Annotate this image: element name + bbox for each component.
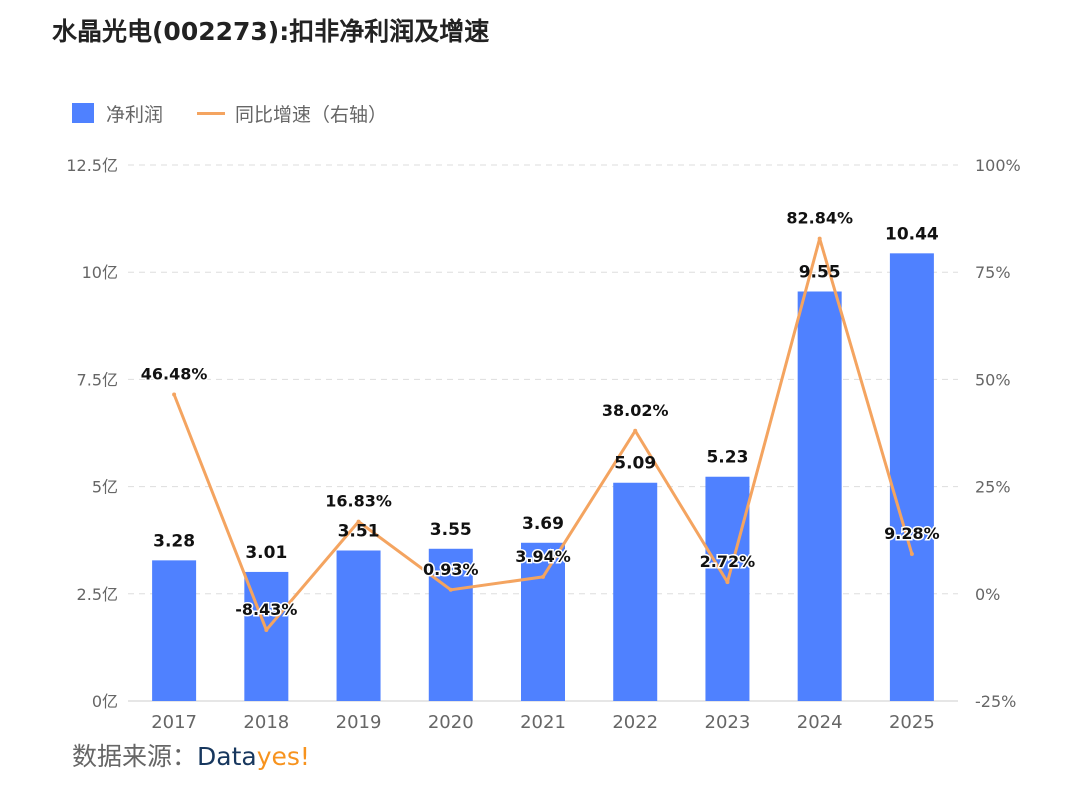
y-right-tick-label: 100% [975, 156, 1021, 175]
x-tick-label: 2020 [428, 712, 474, 733]
y-right-tick-label: 50% [975, 370, 1011, 389]
bar-value-label: 5.23 [706, 448, 748, 468]
y-left-tick-label: 2.5亿 [77, 585, 118, 604]
line-value-label: 16.83% [325, 492, 392, 511]
line-value-label: -8.43% [235, 600, 297, 619]
bar [521, 542, 565, 701]
x-tick-label: 2022 [612, 712, 658, 733]
line-point [633, 428, 638, 433]
bar-value-label: 3.01 [245, 543, 287, 563]
y-right-tick-label: 75% [975, 263, 1011, 282]
line-point [541, 574, 545, 579]
legend-bar-label: 净利润 [106, 103, 164, 126]
data-source: 数据来源：Datayes! [72, 737, 310, 773]
y-left-tick-label: 0亿 [92, 692, 118, 711]
bar-value-label: 3.69 [522, 514, 564, 534]
legend-line-swatch [197, 111, 226, 115]
line-point [817, 236, 822, 241]
x-tick-label: 2018 [243, 712, 289, 733]
x-tick-label: 2019 [336, 712, 382, 733]
source-prefix: 数据来源： [72, 742, 198, 771]
bar [336, 550, 381, 701]
y-right-tick-label: 0% [975, 585, 1000, 604]
line-value-label: 2.72% [700, 552, 756, 571]
x-tick-label: 2025 [889, 712, 935, 733]
y-right-tick-label: -25% [975, 692, 1016, 711]
bar-value-label: 5.09 [614, 454, 656, 474]
line-point [909, 552, 914, 557]
legend-bar-swatch [72, 103, 94, 123]
y-left-tick-label: 5亿 [92, 478, 118, 497]
line-point [448, 587, 453, 592]
x-tick-label: 2023 [705, 712, 751, 733]
line-value-label: 0.93% [423, 560, 479, 579]
bar-value-label: 9.55 [799, 262, 841, 282]
bar [797, 291, 842, 701]
bar [613, 482, 658, 701]
line-point [356, 519, 361, 524]
legend: 净利润 同比增速（右轴） [72, 98, 387, 128]
bar [152, 560, 197, 701]
bar-value-label: 3.28 [153, 531, 195, 551]
line-value-label: 9.28% [884, 524, 940, 543]
line-point [264, 627, 269, 632]
x-tick-label: 2024 [797, 712, 843, 733]
x-tick-label: 2017 [151, 712, 197, 733]
bar-value-label: 3.55 [430, 520, 472, 540]
source-brand-yes: yes! [256, 742, 310, 771]
bar [428, 548, 473, 701]
chart-title: 水晶光电(002273):扣非净利润及增速 [52, 17, 490, 46]
source-brand-data: Data [197, 742, 257, 771]
legend-line-label: 同比增速（右轴） [235, 103, 388, 126]
y-right-tick-label: 25% [975, 478, 1011, 497]
bar [889, 253, 934, 701]
line-value-label: 38.02% [602, 401, 669, 420]
bar-value-label: 3.51 [338, 521, 380, 541]
y-left-tick-label: 12.5亿 [66, 156, 118, 175]
line-point [172, 392, 177, 397]
y-left-tick-label: 7.5亿 [77, 370, 118, 389]
x-tick-label: 2021 [520, 712, 566, 733]
bar [705, 476, 750, 701]
line-point [725, 580, 730, 585]
line-value-label: 82.84% [786, 209, 853, 228]
y-left-tick-label: 10亿 [82, 263, 118, 282]
line-value-label: 46.48% [141, 364, 208, 383]
bar-value-label: 10.44 [885, 224, 939, 244]
line-value-label: 3.94% [515, 547, 571, 566]
